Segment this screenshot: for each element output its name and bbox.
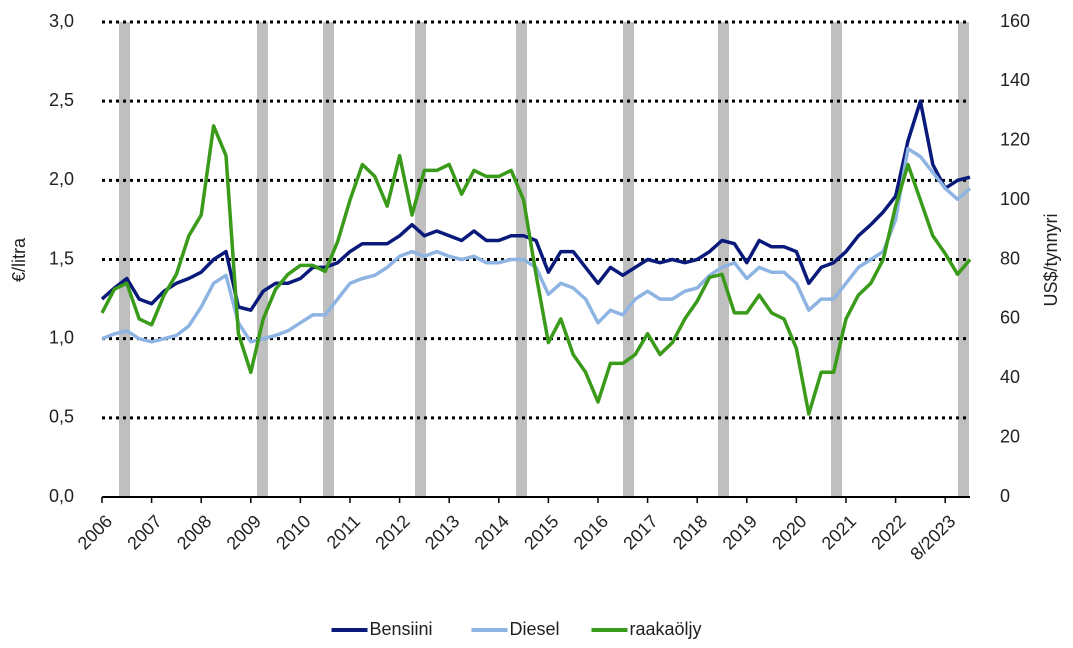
y2-tick-label: 0 [1000,486,1010,506]
y2-tick-label: 160 [1000,11,1030,31]
y-tick-label: 1,0 [49,327,74,347]
series-line [100,99,971,312]
x-tick-label: 2015 [520,511,562,553]
legend-label: raakaöljy [630,619,702,639]
x-tick-label: 2012 [371,511,413,553]
x-tick-label: 2018 [669,511,711,553]
x-tick-label: 2020 [768,511,810,553]
x-tick-label: 2009 [223,511,265,553]
y2-tick-label: 40 [1000,367,1020,387]
x-tick-label: 2019 [719,511,761,553]
x-tick-label: 2021 [818,511,860,553]
y-tick-label: 0,5 [49,407,74,427]
x-tick-label: 2017 [619,511,661,553]
x-tick-label: 2014 [471,511,513,553]
x-tick-label: 8/2023 [906,511,959,564]
y-tick-label: 2,0 [49,169,74,189]
y2-tick-label: 20 [1000,426,1020,446]
y2-tick-label: 80 [1000,248,1020,268]
y-tick-label: 2,5 [49,90,74,110]
y2-tick-label: 100 [1000,189,1030,209]
x-tick-label: 2016 [570,511,612,553]
y-tick-label: 1,5 [49,248,74,268]
x-tick-label: 2022 [867,511,909,553]
y-tick-label: 0,0 [49,486,74,506]
y2-axis-label: US$/tynnyri [1041,213,1061,306]
y-axis-label: €/litra [9,237,29,282]
y2-tick-label: 140 [1000,70,1030,90]
x-tick-label: 2011 [323,511,365,553]
legend-label: Bensiini [370,619,433,639]
x-tick-label: 2013 [421,511,463,553]
x-tick-label: 2007 [123,511,165,553]
x-tick-label: 2008 [173,511,215,553]
legend-label: Diesel [510,619,560,639]
y2-tick-label: 120 [1000,130,1030,150]
x-tick-label: 2010 [272,511,314,553]
y-tick-label: 3,0 [49,11,74,31]
y2-tick-label: 60 [1000,308,1020,328]
x-tick-label: 2006 [74,511,116,553]
series-line [100,124,972,416]
